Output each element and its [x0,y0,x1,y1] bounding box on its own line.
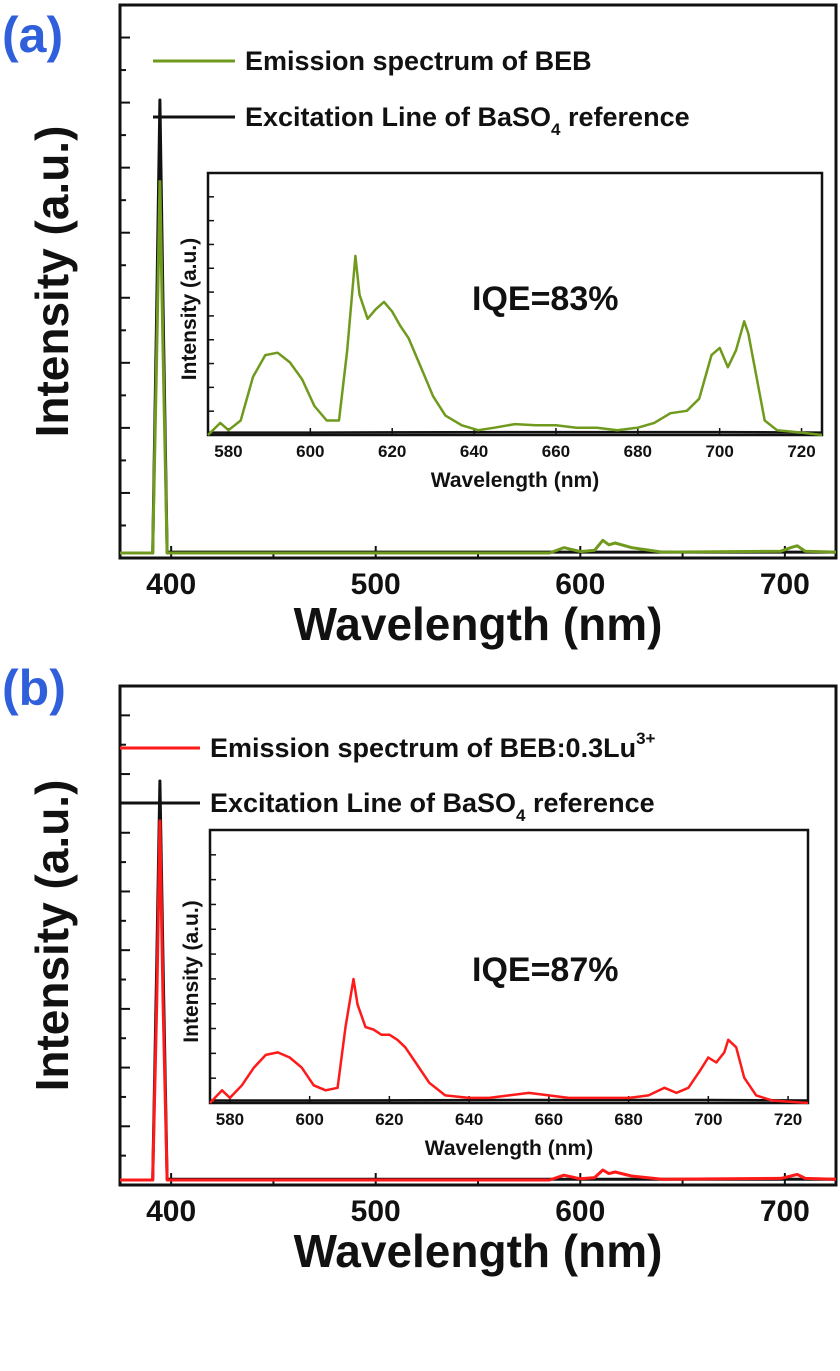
inset-series-group [207,254,823,437]
main-x-tick-label: 600 [555,568,605,601]
iqe-annotation: IQE=87% [472,951,618,989]
main-x-tick-label: 700 [760,1195,810,1228]
inset-x-ticks: 580 600 620 640 660 680 700 720 [214,428,816,461]
iqe-annotation: IQE=83% [472,280,618,318]
main-y-axis-title: Intensity (a.u.) [26,126,78,438]
panel-a: (a) 400 500 600 700 Wavelength (nm) Intensity … [2,3,838,650]
panel-b: (b) 400 500 600 700 Wavelength (nm) Intensity … [2,660,838,1277]
inset-x-tick-label: 720 [787,442,815,461]
legend-text-main: Excitation Line of BaSO [245,102,551,132]
legend-subscript: 4 [551,120,561,139]
inset-series-line [209,977,809,1105]
inset-x-tick-label: 700 [705,442,733,461]
legend: Emission spectrum of BEB Excitation Line … [153,46,690,139]
inset-x-tick-label: 600 [295,1110,323,1129]
inset-series-line [210,1098,809,1102]
inset-x-tick-label: 640 [460,442,488,461]
legend-entry: Excitation Line of BaSO4 reference [210,788,655,825]
main-x-ticks: 400 500 600 700 [146,1173,810,1228]
inset-x-tick-label: 700 [694,1110,722,1129]
main-x-axis-title: Wavelength (nm) [294,1225,663,1277]
main-series-group [120,98,837,555]
inset: 580 600 620 640 660 680 700 720 Wavelength (nm) I… [180,828,810,1160]
inset-y-ticks [208,196,214,412]
main-x-tick-label: 400 [146,568,196,601]
inset-x-tick-label: 680 [614,1110,642,1129]
main-series-group [120,779,837,1182]
main-x-tick-label: 400 [146,1195,196,1228]
inset-y-axis-title: Intensity (a.u.) [178,238,201,380]
inset-series-group [209,977,809,1105]
panel-label: (b) [2,660,66,716]
legend-text-after: reference [526,788,655,818]
inset-x-tick-label: 680 [624,442,652,461]
inset-series-line [208,430,823,434]
main-series-line [120,819,837,1182]
main-series-line [120,180,837,555]
legend-entry: Emission spectrum of BEB:0.3Lu3+ [210,729,656,763]
inset-x-axis-title: Wavelength (nm) [431,469,599,492]
legend-subscript: 4 [516,806,526,825]
legend-entry: Excitation Line of BaSO4 reference [245,102,690,139]
legend-text-main: Excitation Line of BaSO [210,788,516,818]
inset-x-axis-title: Wavelength (nm) [425,1137,593,1160]
main-x-tick-label: 500 [351,568,401,601]
inset-frame [206,171,824,437]
legend-superscript: 3+ [636,729,655,748]
inset-x-tick-label: 660 [535,1110,563,1129]
inset-x-tick-label: 660 [542,442,570,461]
inset-x-tick-label: 620 [375,1110,403,1129]
main-y-ticks [120,36,130,527]
inset-x-tick-label: 720 [774,1110,802,1129]
main-x-tick-label: 700 [760,568,810,601]
main-x-axis-title: Wavelength (nm) [294,598,663,650]
main-y-axis-title: Intensity (a.u.) [26,780,78,1092]
legend: Emission spectrum of BEB:0.3Lu3+ Excitati… [120,729,656,825]
inset-x-tick-label: 600 [296,442,324,461]
legend-text-main: Emission spectrum of BEB:0.3Lu [210,733,636,763]
inset-x-tick-label: 620 [378,442,406,461]
inset-x-tick-label: 580 [216,1110,244,1129]
legend-entry: Emission spectrum of BEB [245,46,592,76]
inset: 580 600 620 640 660 680 700 720 Wavelength (nm) I… [178,171,824,492]
main-x-ticks: 400 500 600 700 [146,546,810,601]
legend-text-main: Emission spectrum of BEB [245,46,592,76]
inset-y-axis-title: Intensity (a.u.) [180,900,203,1042]
panel-label: (a) [2,7,63,63]
legend-text-after: reference [561,102,690,132]
inset-y-ticks [210,854,216,1079]
inset-x-tick-label: 580 [214,442,242,461]
inset-series-line [207,254,823,437]
main-x-tick-label: 600 [555,1195,605,1228]
inset-x-tick-label: 640 [455,1110,483,1129]
main-x-tick-label: 500 [351,1195,401,1228]
inset-x-ticks: 580 600 620 640 660 680 700 720 [216,1096,802,1129]
